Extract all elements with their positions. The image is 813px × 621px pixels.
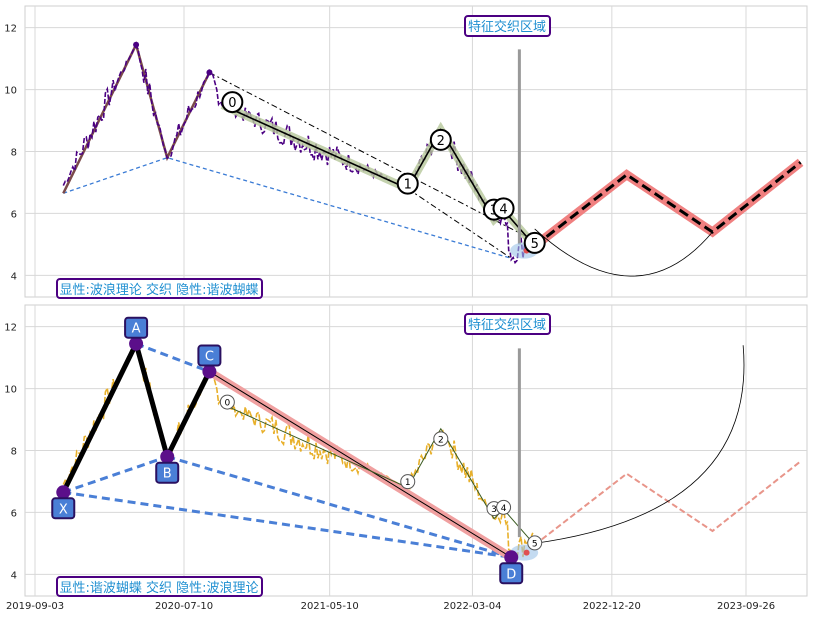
- harmonic-label: A: [132, 322, 141, 337]
- harmonic-label: B: [163, 467, 172, 482]
- harmonic-node: [504, 550, 519, 565]
- wave-label: 5: [532, 539, 538, 549]
- top-grid: [25, 6, 807, 297]
- wave-label: 4: [501, 504, 507, 514]
- swing-lows-line: [63, 157, 512, 259]
- x-tick-label: 2022-03-04: [443, 601, 501, 612]
- top-title-box: 特征交织区域: [464, 15, 551, 37]
- harmonic-label: D: [506, 567, 516, 582]
- cd-line: [209, 371, 512, 558]
- harmonic-label-box: [499, 562, 524, 585]
- connector-arc: [534, 345, 745, 544]
- harmonic-connector: [166, 455, 512, 559]
- swing-top-marker: [133, 41, 140, 48]
- bottom-marks: 0 1 2 3 4 5 X A B C D: [51, 316, 802, 585]
- top-title-text: 特征交织区域: [468, 19, 546, 35]
- harmonic-label: X: [59, 502, 68, 517]
- y-tick-label: 8: [11, 148, 17, 159]
- focus-point: [523, 549, 530, 556]
- channel-upper: [209, 72, 539, 244]
- wave-label: 0: [224, 399, 230, 409]
- channel-lower: [407, 188, 512, 259]
- top-caption-text: 显性:波浪理论 交织 隐性:谐波蝴蝶: [59, 282, 258, 298]
- x-tick-label: 2020-07-10: [155, 601, 213, 612]
- x-tick-label: 2022-12-20: [583, 601, 641, 612]
- wave-label: 0: [228, 96, 236, 111]
- y-tick-label: 4: [11, 570, 17, 581]
- wave-label-circle: [527, 535, 543, 551]
- y-tick-label: 12: [4, 24, 17, 35]
- wave-label: 1: [404, 178, 412, 193]
- y-tick-label: 10: [4, 385, 17, 396]
- wave-label-circle: [400, 474, 416, 490]
- y-tick-label: 6: [11, 508, 17, 519]
- wave-label-circle: [496, 499, 512, 515]
- bottom-title-text: 特征交织区域: [468, 317, 546, 333]
- wave-label-circle: [523, 231, 546, 254]
- wave-line: [222, 403, 536, 546]
- wave-label-circle: [429, 128, 452, 151]
- wave-label: 3: [491, 505, 497, 515]
- harmonic-connector: [62, 455, 168, 494]
- top-caption: 显性:波浪理论 交织 隐性:谐波蝴蝶: [56, 278, 263, 299]
- swing-top-marker: [206, 69, 213, 76]
- harmonic-legs: [61, 336, 212, 494]
- y-tick-label: 12: [4, 323, 17, 334]
- y-tick-label: 6: [11, 209, 17, 220]
- wave-label: 2: [437, 134, 445, 149]
- projection-line: [533, 161, 802, 248]
- y-tick-label: 8: [11, 447, 17, 458]
- harmonic-connector: [135, 342, 210, 373]
- y-tick-label: 10: [4, 86, 17, 97]
- y-tick-label: 4: [11, 271, 17, 282]
- wave-label: 1: [405, 478, 411, 488]
- wave-label: 5: [531, 237, 539, 252]
- bottom-y-ticks: 4 6 8 10 12: [4, 323, 17, 582]
- x-tick-label: 2021-05-10: [301, 601, 359, 612]
- wave-label-circle: [433, 431, 449, 447]
- harmonic-label-box: [51, 497, 76, 520]
- top-y-ticks: 4 6 8 10 12: [4, 24, 17, 283]
- connector-arc: [534, 228, 713, 277]
- projection-line: [534, 460, 802, 546]
- harmonic-node: [202, 364, 217, 379]
- harmonic-node: [160, 449, 175, 464]
- harmonic-node: [129, 336, 144, 351]
- bottom-grid: [25, 305, 807, 596]
- harmonic-node: [56, 485, 71, 500]
- bottom-x-ticks: 2019-09-03 2020-07-10 2021-05-10 2022-03-04…: [6, 601, 775, 612]
- wave-label-circle: [396, 172, 419, 195]
- x-tick-label: 2023-09-26: [717, 601, 775, 612]
- harmonic-label-box: [124, 316, 149, 339]
- wave-label: 4: [499, 202, 507, 217]
- wave-label: 2: [438, 435, 444, 445]
- x-tick-label: 2019-09-03: [6, 601, 64, 612]
- bottom-title-box: 特征交织区域: [464, 313, 551, 335]
- wave-label-circle: [221, 91, 244, 114]
- bottom-caption: 显性:谐波蝴蝶 交织 隐性:波浪理论: [56, 576, 263, 597]
- wave-label-circle: [219, 394, 235, 410]
- bottom-caption-text: 显性:谐波蝴蝶 交织 隐性:波浪理论: [59, 580, 258, 596]
- harmonic-connector: [63, 490, 512, 559]
- harmonic-label: C: [205, 350, 214, 365]
- harmonic-label-box: [197, 344, 222, 367]
- harmonic-label-box: [155, 461, 180, 484]
- wave-label-circle: [492, 197, 515, 220]
